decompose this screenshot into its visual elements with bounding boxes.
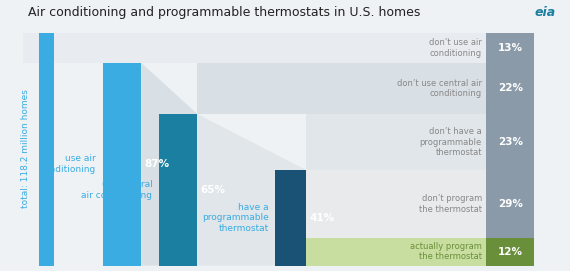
Polygon shape: [23, 33, 486, 63]
Bar: [103, 63, 141, 266]
Text: eia: eia: [535, 5, 556, 18]
Text: 41%: 41%: [310, 213, 335, 223]
Polygon shape: [197, 63, 486, 114]
Bar: [275, 170, 306, 266]
Polygon shape: [39, 33, 54, 266]
Text: 13%: 13%: [498, 43, 523, 53]
Polygon shape: [141, 63, 197, 266]
Text: don’t use air
conditioning: don’t use air conditioning: [429, 38, 482, 57]
Text: 65%: 65%: [201, 185, 226, 195]
Text: 87%: 87%: [144, 159, 169, 169]
Polygon shape: [486, 114, 535, 170]
Text: 12%: 12%: [498, 247, 523, 257]
Text: use air
conditioning: use air conditioning: [40, 154, 96, 174]
Polygon shape: [486, 170, 535, 238]
Text: Air conditioning and programmable thermostats in U.S. homes: Air conditioning and programmable thermo…: [28, 5, 421, 18]
Text: don’t program
the thermostat: don’t program the thermostat: [419, 194, 482, 214]
Polygon shape: [306, 170, 486, 238]
Text: actually program
the thermostat: actually program the thermostat: [410, 242, 482, 262]
Text: 23%: 23%: [498, 137, 523, 147]
Polygon shape: [306, 238, 486, 266]
Text: don’t use central air
conditioning: don’t use central air conditioning: [397, 79, 482, 98]
Polygon shape: [486, 63, 535, 114]
Text: 22%: 22%: [498, 83, 523, 93]
Polygon shape: [486, 33, 535, 63]
Polygon shape: [306, 114, 486, 170]
Polygon shape: [486, 238, 535, 266]
Text: 29%: 29%: [498, 199, 523, 209]
Text: don’t have a
programmable
thermostat: don’t have a programmable thermostat: [420, 127, 482, 157]
Text: total: 118.2 million homes: total: 118.2 million homes: [21, 90, 30, 208]
Text: have a
programmable
thermostat: have a programmable thermostat: [202, 202, 268, 233]
Polygon shape: [197, 114, 306, 266]
Text: use central
air conditioning: use central air conditioning: [82, 180, 152, 200]
Bar: [159, 114, 197, 266]
